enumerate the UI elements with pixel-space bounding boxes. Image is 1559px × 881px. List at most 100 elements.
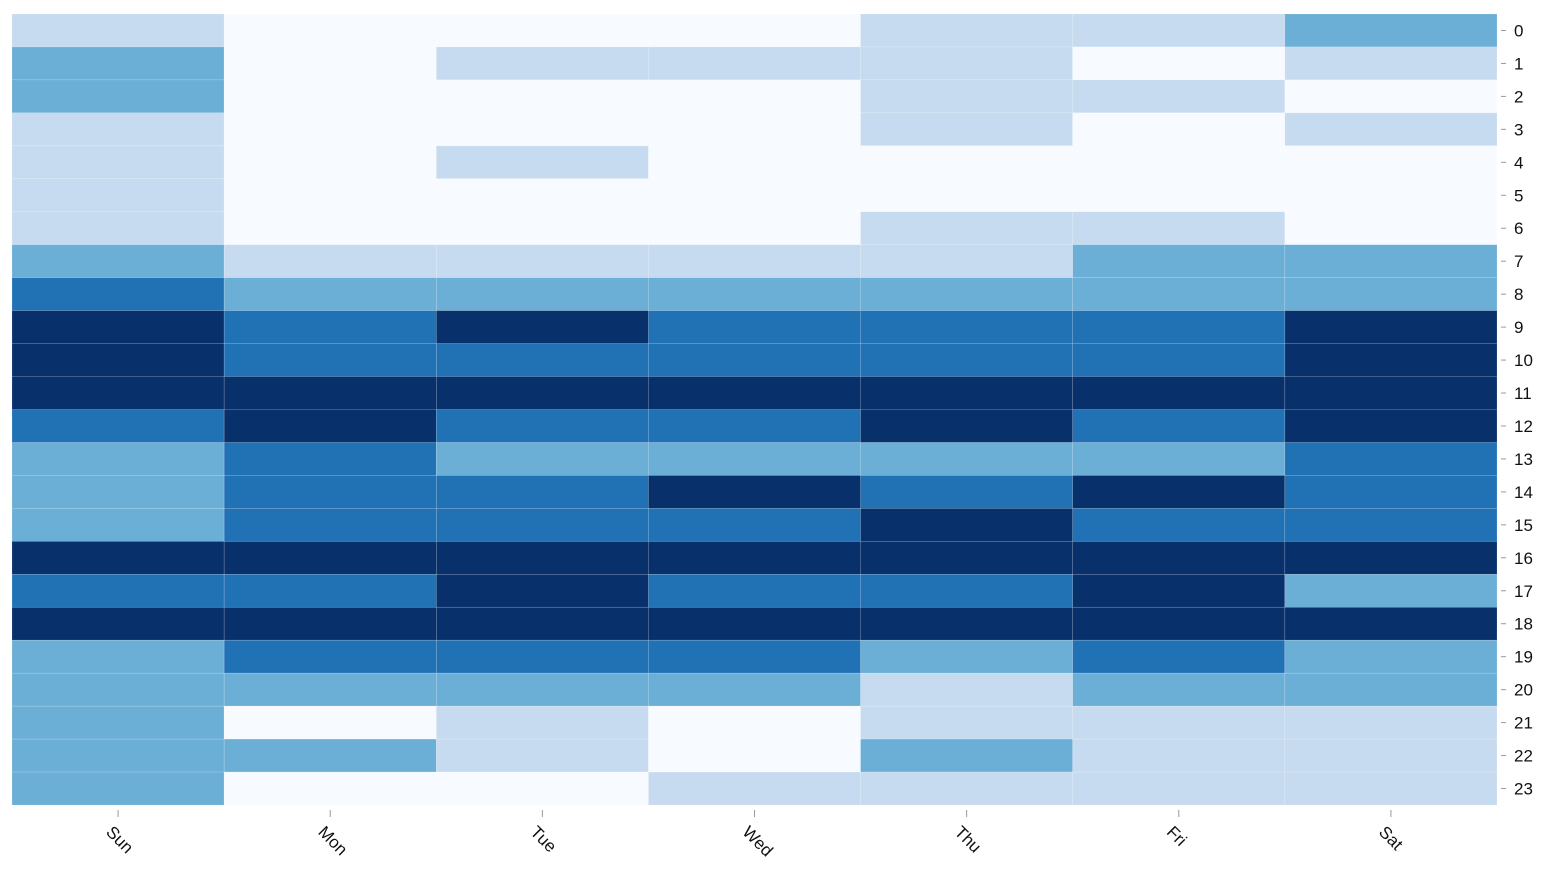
heatmap-cell-sat-1: [1284, 46, 1498, 81]
x-tick-label: Thu: [951, 822, 985, 856]
heatmap-cell-sat-18: [1284, 606, 1498, 641]
x-tick-label: Fri: [1163, 822, 1190, 849]
heatmap-cell-tue-6: [435, 211, 649, 246]
heatmap-cell-fri-16: [1072, 541, 1286, 575]
heatmap-cell-tue-2: [435, 79, 649, 114]
y-tick-label: 4: [1514, 153, 1523, 172]
heatmap-cell-fri-9: [1072, 310, 1286, 344]
heatmap-cell-sat-12: [1284, 409, 1498, 443]
heatmap-cell-wed-9: [648, 310, 861, 344]
heatmap-cell-tue-8: [435, 277, 649, 311]
heatmap-cell-mon-17: [223, 573, 437, 608]
heatmap-cell-thu-4: [860, 145, 1074, 180]
heatmap-cell-sat-22: [1284, 738, 1498, 773]
heatmap-cell-sun-21: [11, 705, 225, 740]
y-tick-label: 23: [1514, 780, 1533, 799]
y-tick-label: 7: [1514, 252, 1523, 271]
heatmap-cell-sat-15: [1284, 508, 1498, 542]
heatmap-cell-mon-12: [223, 409, 437, 443]
heatmap-cell-sun-23: [11, 771, 225, 806]
heatmap-cell-sat-8: [1284, 277, 1498, 311]
heatmap-cell-sun-18: [11, 606, 225, 641]
heatmap-cell-fri-8: [1072, 277, 1286, 311]
heatmap-cell-thu-1: [860, 46, 1074, 81]
heatmap-cell-mon-3: [223, 112, 437, 147]
heatmap-cell-wed-13: [648, 442, 861, 476]
heatmap-cell-sat-23: [1284, 771, 1498, 806]
heatmap-cell-sat-7: [1284, 244, 1498, 278]
heatmap-cell-wed-17: [648, 573, 861, 608]
heatmap-cell-thu-20: [860, 672, 1074, 707]
heatmap-cell-thu-23: [860, 771, 1074, 806]
heatmap-cell-thu-12: [860, 409, 1074, 443]
heatmap-cell-wed-4: [648, 145, 861, 180]
heatmap-cell-thu-7: [860, 244, 1074, 278]
x-tick-label: Sun: [102, 822, 137, 857]
heatmap-cell-mon-8: [223, 277, 437, 311]
heatmap-cell-sun-8: [11, 277, 225, 311]
heatmap-cell-wed-8: [648, 277, 861, 311]
heatmap-cell-sun-12: [11, 409, 225, 443]
heatmap-cell-sat-10: [1284, 343, 1498, 377]
y-tick-label: 19: [1514, 648, 1533, 667]
heatmap-cell-sat-0: [1284, 13, 1498, 48]
heatmap-cell-sat-4: [1284, 145, 1498, 180]
heatmap-cell-thu-11: [860, 376, 1074, 410]
heatmap-cell-tue-10: [435, 343, 649, 377]
heatmap-cell-sun-14: [11, 475, 225, 509]
heatmap-cell-sun-11: [11, 376, 225, 410]
y-tick-label: 15: [1514, 516, 1533, 535]
heatmap-cell-tue-14: [435, 475, 649, 509]
heatmap-cell-fri-1: [1072, 46, 1286, 81]
heatmap-cell-fri-0: [1072, 13, 1286, 48]
heatmap-cell-wed-2: [648, 79, 861, 114]
heatmap-cell-mon-1: [223, 46, 437, 81]
heatmap-cell-tue-9: [435, 310, 649, 344]
heatmap-cell-wed-20: [648, 672, 861, 707]
heatmap-cell-thu-15: [860, 508, 1074, 542]
heatmap-cell-sun-22: [11, 738, 225, 773]
heatmap-cell-tue-5: [435, 178, 649, 213]
heatmap-cell-tue-21: [435, 705, 649, 740]
heatmap-cell-thu-8: [860, 277, 1074, 311]
heatmap-cell-mon-10: [223, 343, 437, 377]
heatmap-cell-tue-23: [435, 771, 649, 806]
heatmap-cell-sun-10: [11, 343, 225, 377]
heatmap-cell-sun-13: [11, 442, 225, 476]
heatmap-cell-fri-5: [1072, 178, 1286, 213]
heatmap-cell-fri-17: [1072, 573, 1286, 608]
heatmap-cell-fri-19: [1072, 639, 1286, 674]
heatmap-cell-thu-22: [860, 738, 1074, 773]
heatmap-cell-mon-16: [223, 541, 437, 575]
y-tick-label: 20: [1514, 681, 1533, 700]
heatmap-cell-sat-20: [1284, 672, 1498, 707]
heatmap-cell-wed-18: [648, 606, 861, 641]
heatmap-cell-sun-7: [11, 244, 225, 278]
x-tick-label: Sat: [1375, 822, 1407, 854]
y-tick-label: 6: [1514, 219, 1523, 238]
heatmap-cell-sun-9: [11, 310, 225, 344]
heatmap-cell-mon-2: [223, 79, 437, 114]
heatmap-cell-sun-5: [11, 178, 225, 213]
heatmap-cell-thu-3: [860, 112, 1074, 147]
y-tick-label: 16: [1514, 549, 1533, 568]
heatmap-cell-mon-11: [223, 376, 437, 410]
heatmap-cell-sat-13: [1284, 442, 1498, 476]
heatmap-cell-wed-5: [648, 178, 861, 213]
heatmap-cell-mon-13: [223, 442, 437, 476]
heatmap-cell-fri-23: [1072, 771, 1286, 806]
heatmap-cell-fri-4: [1072, 145, 1286, 180]
heatmap-cell-thu-2: [860, 79, 1074, 114]
heatmap-cell-sat-9: [1284, 310, 1498, 344]
y-tick-label: 9: [1514, 318, 1523, 337]
heatmap-cell-thu-9: [860, 310, 1074, 344]
heatmap-cell-fri-14: [1072, 475, 1286, 509]
heatmap-cell-wed-12: [648, 409, 861, 443]
heatmap-cell-thu-10: [860, 343, 1074, 377]
heatmap-cell-fri-13: [1072, 442, 1286, 476]
heatmap-cell-mon-18: [223, 606, 437, 641]
x-tick-label: Tue: [527, 822, 561, 856]
heatmap-cell-wed-7: [648, 244, 861, 278]
heatmap-cell-sat-6: [1284, 211, 1498, 246]
